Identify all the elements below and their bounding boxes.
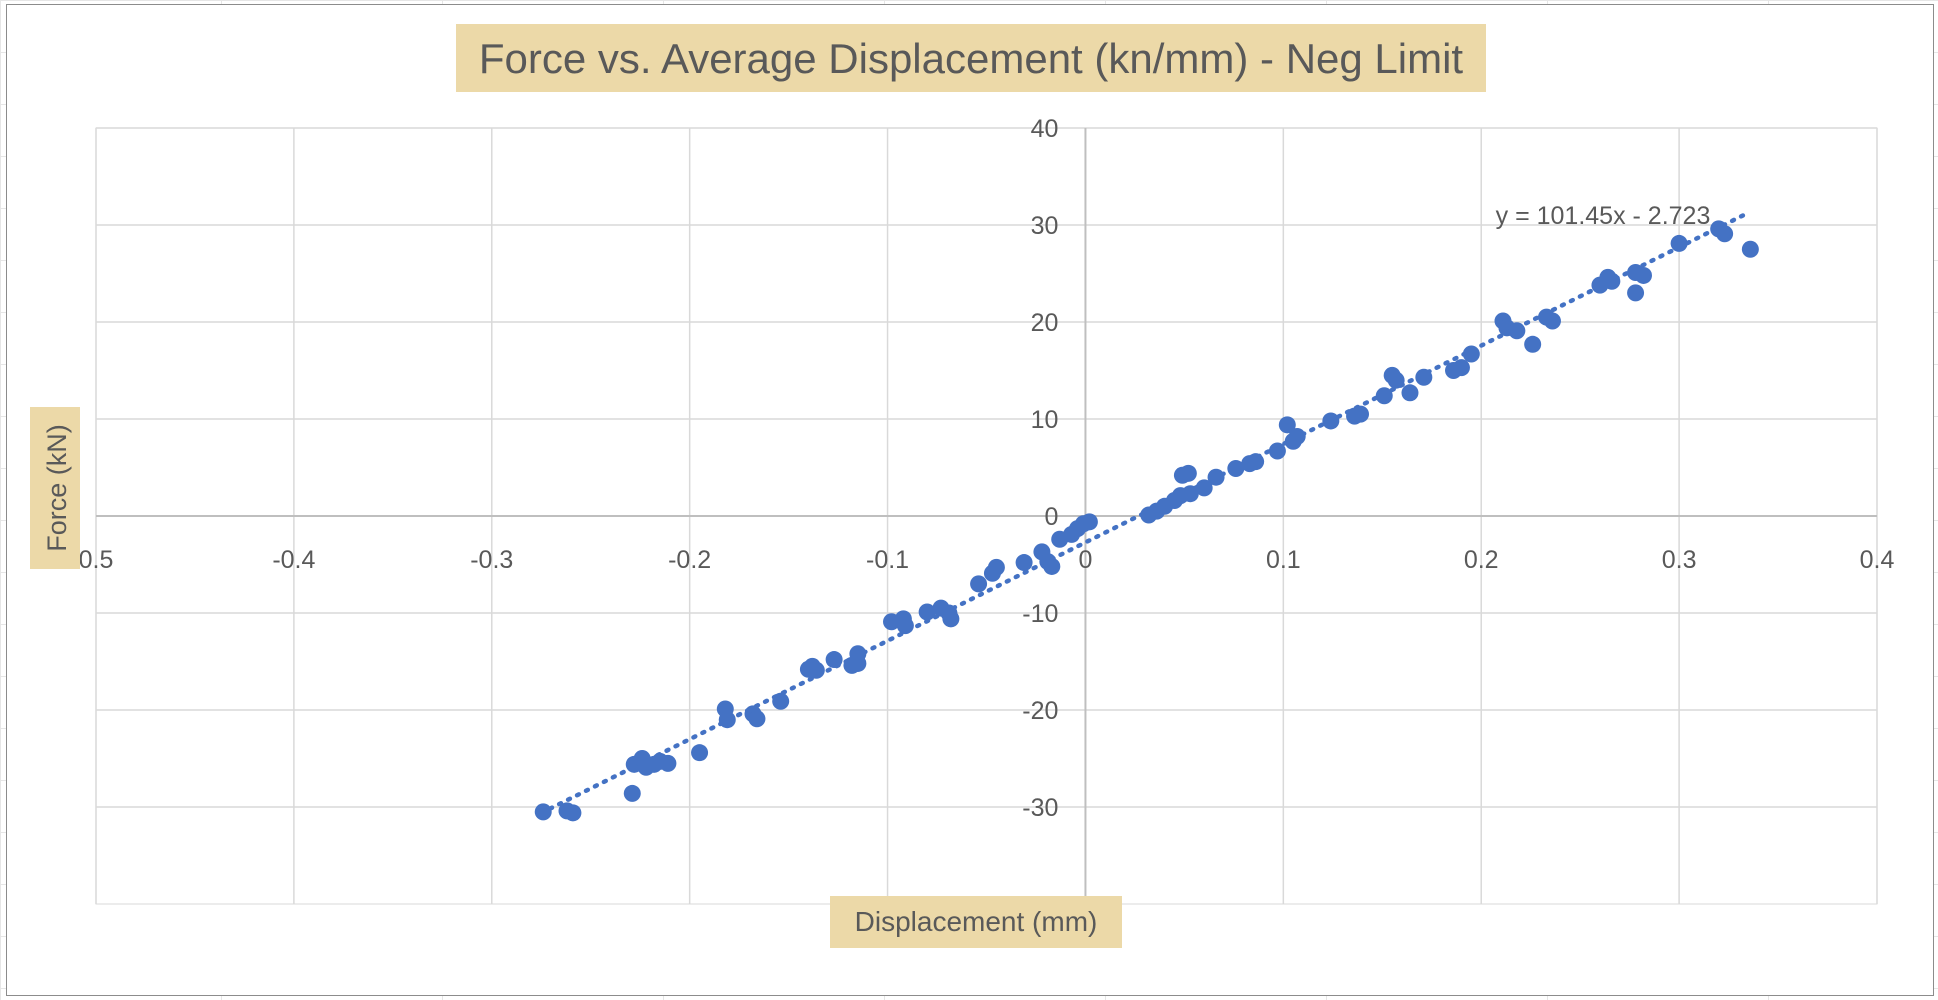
data-point (1462, 345, 1480, 363)
data-point (691, 744, 709, 762)
data-point (1247, 453, 1265, 471)
x-tick-label: -0.4 (272, 546, 315, 574)
data-point (942, 610, 960, 628)
x-axis-label: Displacement (mm) (855, 906, 1098, 937)
x-axis-label-background (830, 896, 1122, 948)
data-point (1015, 554, 1033, 572)
data-point (1387, 371, 1405, 389)
data-point (1634, 266, 1652, 284)
y-tick-label: 30 (1031, 212, 1059, 240)
data-point (1278, 416, 1296, 434)
data-point (718, 711, 736, 729)
data-point (1043, 557, 1061, 575)
data-point (1322, 412, 1340, 430)
y-tick-label: -10 (1022, 600, 1058, 628)
y-tick-label: -30 (1022, 794, 1058, 822)
data-point (1524, 335, 1542, 353)
x-tick-label: 0.4 (1860, 546, 1895, 574)
data-point (1401, 384, 1419, 402)
x-tick-label: 0.5 (79, 546, 114, 574)
x-tick-label: 0.1 (1266, 546, 1301, 574)
data-point (1375, 387, 1393, 405)
data-point (1080, 513, 1098, 531)
data-point (1195, 479, 1213, 497)
x-tick-label: 0.3 (1662, 546, 1697, 574)
title-background (456, 24, 1486, 92)
data-point (849, 645, 867, 663)
data-point (748, 710, 766, 728)
data-points (534, 220, 1759, 822)
data-point (970, 575, 988, 593)
data-point (1288, 427, 1306, 445)
data-point (772, 692, 790, 710)
y-axis-label: Force (kN) (42, 424, 72, 552)
x-tick-label: 0.2 (1464, 546, 1499, 574)
data-point (1603, 272, 1621, 290)
data-point (1670, 234, 1688, 252)
data-point (564, 804, 582, 822)
data-point (1508, 322, 1526, 340)
y-tick-label: 10 (1031, 406, 1059, 434)
data-point (1227, 459, 1245, 477)
x-tick-label: -0.2 (668, 546, 711, 574)
chart-title: Force vs. Average Displacement (kn/mm) -… (479, 35, 1464, 82)
y-tick-label: 20 (1031, 309, 1059, 337)
y-axis-label-background (30, 407, 80, 569)
data-point (807, 661, 825, 679)
data-point (896, 617, 914, 635)
data-point (534, 803, 552, 821)
data-point (1415, 368, 1433, 386)
data-point (1352, 405, 1370, 423)
data-point (825, 651, 843, 669)
data-point (623, 784, 641, 802)
trendline-equation: y = 101.45x - 2.723 (1496, 202, 1711, 230)
data-point (1741, 240, 1759, 258)
y-tick-label: 40 (1031, 115, 1059, 143)
y-tick-label: 0 (1045, 503, 1059, 531)
data-point (1268, 442, 1286, 460)
data-point (1452, 359, 1470, 377)
y-tick-label: -20 (1022, 697, 1058, 725)
data-point (918, 603, 936, 621)
data-point (1627, 284, 1645, 302)
data-point (1716, 225, 1734, 243)
x-tick-label: 0 (1078, 546, 1092, 574)
data-point (987, 558, 1005, 576)
data-point (1179, 464, 1197, 482)
data-point (659, 754, 677, 772)
data-point (1181, 485, 1199, 503)
x-tick-label: -0.3 (470, 546, 513, 574)
x-tick-label: -0.1 (866, 546, 909, 574)
data-point (1543, 312, 1561, 330)
data-point (1207, 468, 1225, 486)
tick-labels: 0.5 -0.4 -0.3 -0.2 -0.1 0 0.1 0.2 0.3 0.4 40 30 20 10… (79, 115, 1895, 822)
